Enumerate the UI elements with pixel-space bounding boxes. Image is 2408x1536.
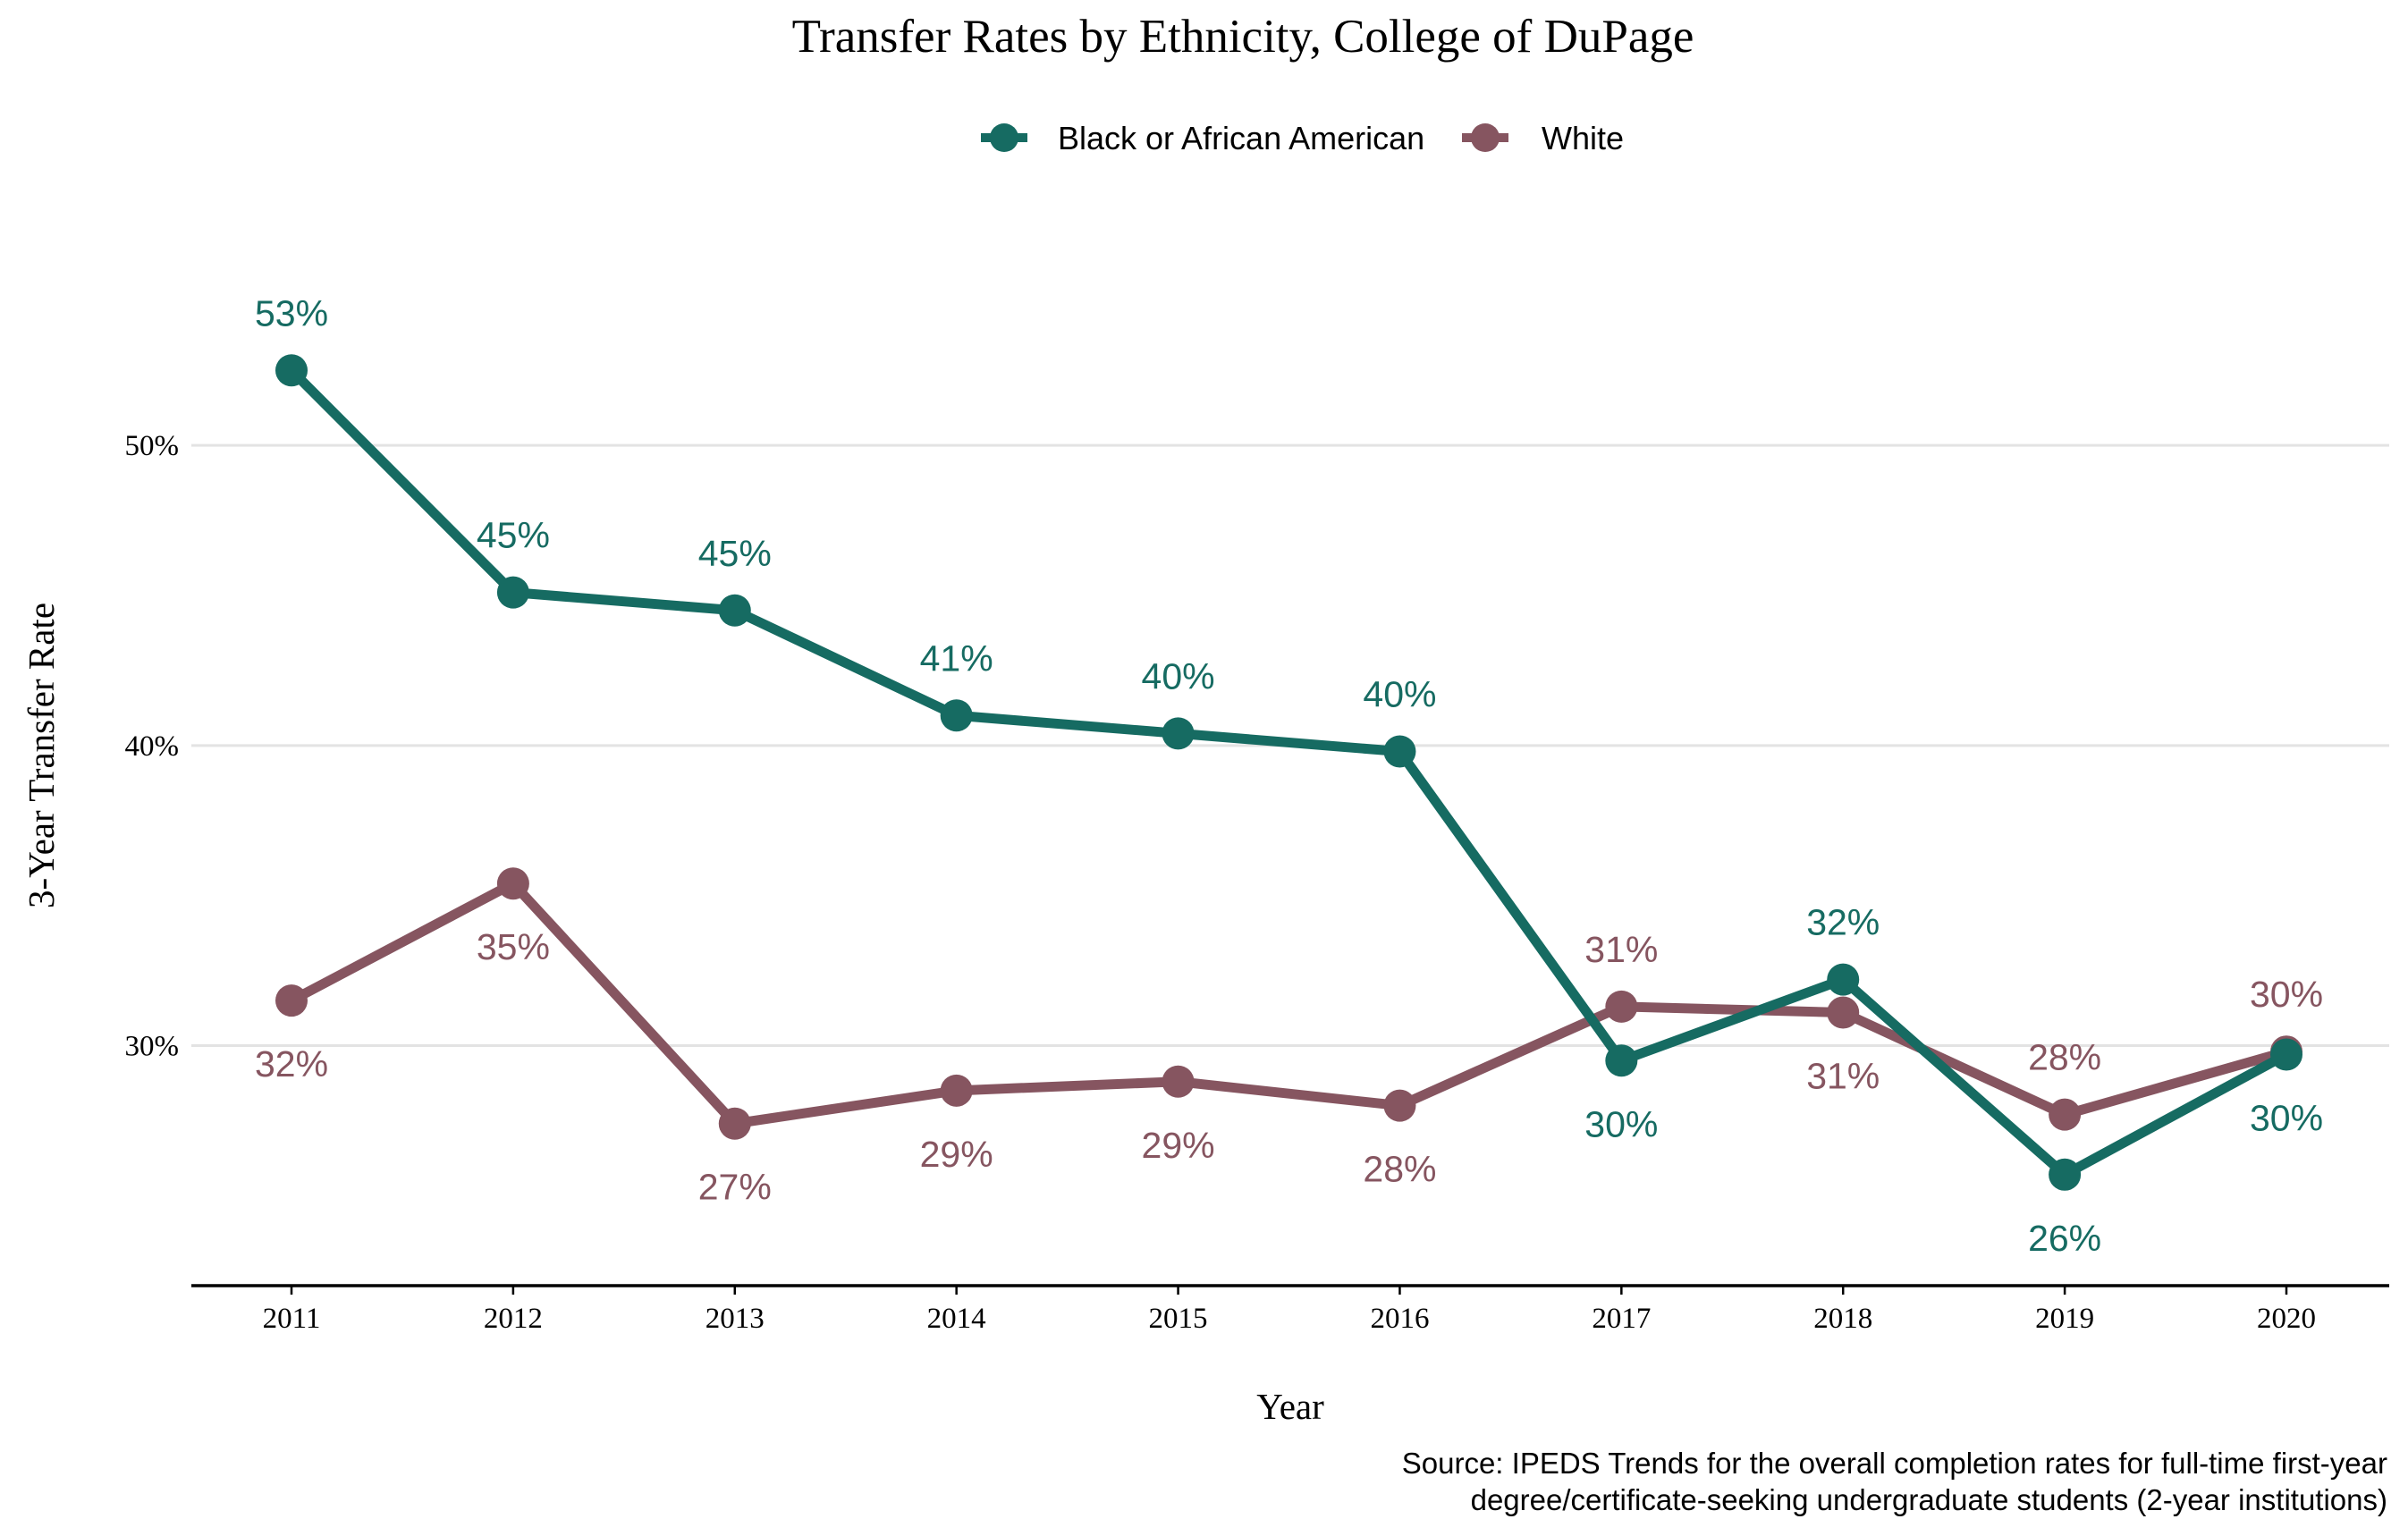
source-caption-line-1: Source: IPEDS Trends for the overall com… <box>1402 1447 2387 1480</box>
legend-item-white: White <box>1462 120 1624 156</box>
data-label-black-or-african-american: 53% <box>255 292 328 333</box>
x-tick-label: 2019 <box>2035 1303 2094 1335</box>
series <box>275 354 2302 1191</box>
legend-marker-black <box>990 123 1018 152</box>
data-point-black-or-african-american <box>275 354 308 387</box>
x-tick-label: 2018 <box>1813 1303 1872 1335</box>
data-label-white: 29% <box>1142 1125 1215 1166</box>
chart-title: Transfer Rates by Ethnicity, College of … <box>792 11 1694 63</box>
data-point-white <box>275 984 308 1017</box>
x-axis-ticks: 2011 2012 2013 2014 2015 2016 2017 2018 2019 2020 <box>263 1286 2316 1335</box>
data-label-white: 30% <box>2250 974 2323 1015</box>
source-caption-line-2: degree/certificate-seeking undergraduate… <box>1471 1483 2387 1516</box>
series-line-black-or-african-american <box>286 365 2292 1180</box>
series-line-white <box>286 878 2292 1129</box>
x-axis-title: Year <box>1256 1386 1324 1427</box>
data-point-white <box>1605 990 1638 1023</box>
y-axis-ticks: 30% 40% 50% <box>125 430 180 1062</box>
x-tick-label: 2011 <box>263 1303 321 1335</box>
data-point-black-or-african-american <box>1383 735 1416 768</box>
x-tick-label: 2016 <box>1370 1303 1429 1335</box>
y-axis-title: 3-Year Transfer Rate <box>21 603 62 908</box>
data-label-white: 28% <box>1363 1149 1436 1190</box>
data-point-white <box>940 1074 973 1107</box>
data-label-black-or-african-american: 45% <box>477 515 550 556</box>
x-tick-label: 2014 <box>927 1303 986 1335</box>
data-point-black-or-african-american <box>1827 963 1860 996</box>
x-tick-label: 2015 <box>1149 1303 1208 1335</box>
data-point-black-or-african-american <box>1162 717 1195 750</box>
data-point-white <box>496 867 529 900</box>
data-label-white: 27% <box>698 1167 772 1208</box>
data-label-black-or-african-american: 32% <box>1806 902 1880 943</box>
data-label-black-or-african-american: 26% <box>2028 1218 2101 1259</box>
data-point-white <box>1162 1065 1195 1098</box>
y-tick-label: 50% <box>125 430 180 462</box>
data-point-white <box>1383 1089 1416 1122</box>
x-tick-label: 2012 <box>484 1303 543 1335</box>
data-label-white: 31% <box>1584 929 1658 970</box>
data-label-black-or-african-american: 40% <box>1363 674 1436 715</box>
x-tick-label: 2020 <box>2257 1303 2316 1335</box>
data-label-white: 31% <box>1806 1056 1880 1097</box>
legend: Black or African American White <box>981 120 1624 156</box>
data-label-white: 35% <box>477 926 550 967</box>
data-labels: 53% 45% 45% 41% 40% 40% 30% 32% 26% 30% 32% 35% 27% 2… <box>255 292 2323 1259</box>
y-tick-label: 40% <box>125 730 180 763</box>
data-label-black-or-african-american: 45% <box>698 533 772 574</box>
data-point-black-or-african-american <box>2270 1038 2302 1071</box>
data-point-white <box>2049 1098 2082 1131</box>
data-label-black-or-african-american: 30% <box>2250 1098 2323 1139</box>
data-label-white: 32% <box>255 1043 328 1084</box>
y-tick-label: 30% <box>125 1030 180 1062</box>
legend-label-black: Black or African American <box>1058 120 1424 156</box>
legend-label-white: White <box>1542 120 1624 156</box>
legend-item-black-or-african-american: Black or African American <box>981 120 1424 156</box>
data-point-white <box>718 1107 751 1140</box>
data-point-black-or-african-american <box>940 699 973 732</box>
data-point-black-or-african-american <box>1605 1044 1638 1077</box>
data-point-black-or-african-american <box>2049 1158 2082 1191</box>
legend-marker-white <box>1471 123 1500 152</box>
data-point-black-or-african-american <box>496 576 529 609</box>
x-tick-label: 2013 <box>706 1303 765 1335</box>
data-label-black-or-african-american: 40% <box>1142 655 1215 696</box>
data-label-black-or-african-american: 41% <box>920 637 993 679</box>
data-point-black-or-african-american <box>718 594 751 627</box>
data-label-white: 28% <box>2028 1037 2101 1078</box>
data-label-black-or-african-american: 30% <box>1584 1103 1658 1144</box>
x-tick-label: 2017 <box>1592 1303 1651 1335</box>
data-label-white: 29% <box>920 1134 993 1175</box>
data-point-white <box>1827 996 1860 1029</box>
